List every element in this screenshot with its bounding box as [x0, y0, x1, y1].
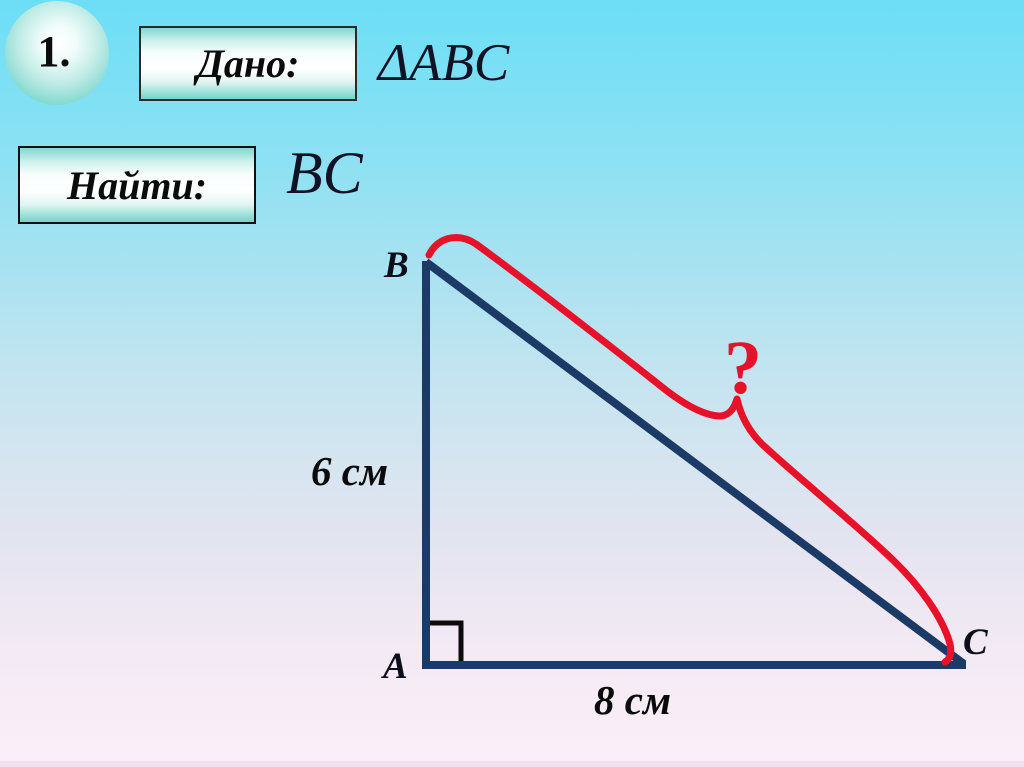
horizontal-leg-label: 8 см	[594, 677, 671, 723]
triangle-outline	[422, 258, 967, 669]
slide-number: 1.	[37, 26, 71, 76]
vertical-leg-label: 6 см	[311, 448, 388, 494]
right-angle-mark	[430, 620, 464, 661]
given-box: Дано:	[139, 26, 357, 101]
hypotenuse-brace	[425, 234, 955, 666]
given-label: Дано:	[196, 41, 300, 86]
vertex-label-c: C	[963, 622, 989, 663]
slide-number-badge: 1.	[5, 1, 109, 105]
hypotenuse-question-mark: ?	[724, 326, 762, 410]
hypotenuse-bc	[423, 258, 967, 668]
bottom-edge-strip	[0, 761, 1024, 767]
find-label: Найти:	[66, 162, 208, 208]
vertex-label-a: A	[381, 646, 408, 687]
find-value: BC	[286, 140, 363, 206]
vertex-label-b: B	[383, 245, 409, 286]
given-value: ΔABC	[378, 34, 510, 92]
find-box: Найти:	[18, 146, 256, 224]
